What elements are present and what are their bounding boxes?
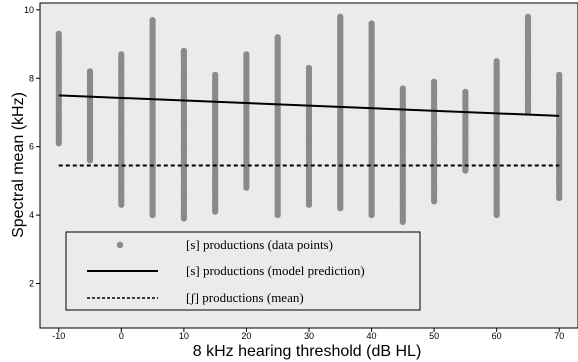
data-point [368, 20, 375, 27]
x-tick-label: 30 [304, 331, 314, 341]
y-tick-label: 6 [29, 142, 34, 152]
data-point [55, 30, 62, 37]
x-tick-label: 60 [492, 331, 502, 341]
data-point [462, 88, 469, 95]
x-tick-label: 70 [554, 331, 564, 341]
data-point [243, 51, 250, 58]
y-axis-label: Spectral mean (kHz) [10, 92, 27, 238]
x-tick-label: 20 [241, 331, 251, 341]
x-tick-label: 0 [119, 331, 124, 341]
x-tick-label: 50 [429, 331, 439, 341]
x-tick-label: -10 [52, 331, 65, 341]
data-point [149, 17, 156, 24]
data-point [337, 13, 344, 20]
data-points-layer [55, 13, 563, 225]
y-tick-label: 2 [29, 279, 34, 289]
legend-label-sh-mean: [ʃ] productions (mean) [186, 290, 304, 305]
data-point [118, 51, 125, 58]
data-point [86, 68, 94, 75]
data-point [212, 71, 219, 78]
x-tick-label: 10 [179, 331, 189, 341]
x-tick-label: 40 [367, 331, 377, 341]
data-point [399, 85, 406, 92]
data-point [180, 47, 187, 55]
legend-label-data-points: [s] productions (data points) [186, 237, 333, 252]
data-point [305, 64, 313, 72]
legend-point-symbol [116, 241, 124, 249]
data-point [431, 78, 438, 85]
data-point [493, 58, 500, 65]
axis-ticks: -10 0 10 20 30 40 50 60 70 2 4 6 8 10 [24, 5, 564, 341]
y-tick-label: 4 [29, 210, 34, 220]
y-tick-label: 8 [29, 73, 34, 83]
x-axis-label: 8 kHz hearing threshold (dB HL) [193, 343, 422, 360]
model-prediction-line [58, 94, 560, 117]
y-tick-label: 10 [24, 5, 34, 15]
legend-label-model-prediction: [s] productions (model prediction) [186, 263, 365, 278]
legend: [s] productions (data points) [s] produc… [65, 231, 421, 311]
data-point [524, 13, 532, 20]
data-point [556, 71, 563, 78]
data-point [274, 34, 281, 41]
